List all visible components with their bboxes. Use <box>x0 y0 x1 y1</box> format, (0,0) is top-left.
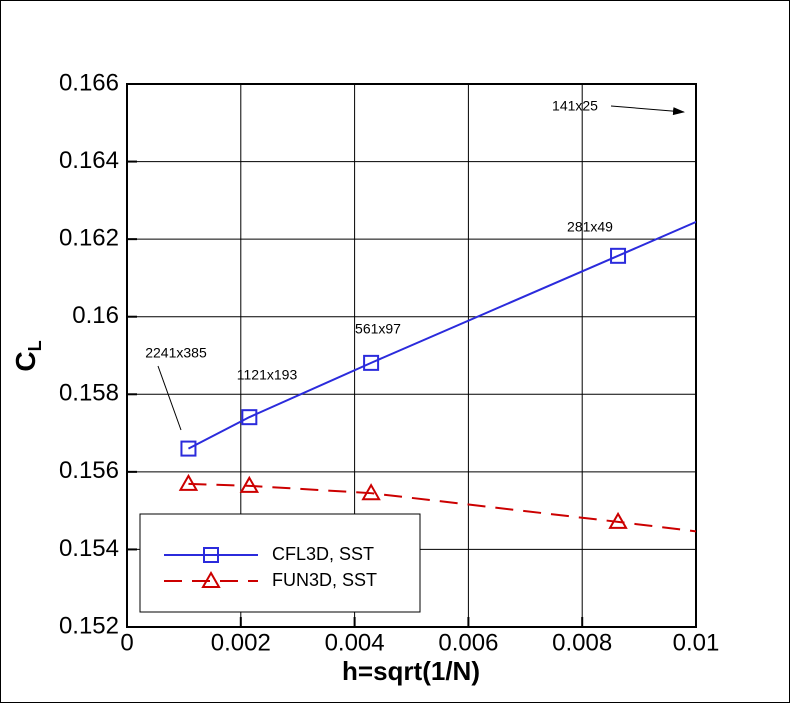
marker <box>361 483 381 501</box>
x-tick-label: 0.004 <box>325 629 385 656</box>
marker <box>178 473 199 491</box>
annotation-arrow <box>610 105 685 116</box>
annotation: 2241x385 <box>145 345 207 361</box>
x-axis-label: h=sqrt(1/N) <box>342 656 480 686</box>
y-tick-label: 0.158 <box>59 380 119 407</box>
y-tick-label: 0.152 <box>59 612 119 639</box>
y-tick-label: 0.166 <box>59 69 119 96</box>
y-tick-label: 0.156 <box>59 457 119 484</box>
x-tick-label: 0.008 <box>552 629 612 656</box>
legend-marker <box>201 570 221 588</box>
marker <box>610 247 627 264</box>
y-tick-label: 0.154 <box>59 535 119 562</box>
series-group <box>178 220 696 533</box>
annotation: 1121x193 <box>237 367 298 383</box>
series-line <box>187 220 696 450</box>
x-tick-label: 0.006 <box>438 629 498 656</box>
x-tick-label: 0 <box>120 629 133 656</box>
plot-border <box>126 83 697 628</box>
legend-label: FUN3D, SST <box>272 570 377 590</box>
y-axis-label: CL <box>10 340 44 371</box>
y-tick-label: 0.162 <box>59 224 119 251</box>
marker <box>363 354 380 371</box>
y-axis-label-main: C <box>10 351 41 371</box>
legend-box <box>139 513 421 613</box>
y-tick-label: 0.16 <box>72 302 119 329</box>
y-axis-label-sub: L <box>25 340 45 351</box>
annotation: 141x25 <box>552 98 598 114</box>
x-tick-label: 0.01 <box>673 629 720 656</box>
y-tick-label: 0.164 <box>59 147 119 174</box>
marker <box>180 440 197 457</box>
legend-label: CFL3D, SST <box>272 544 374 564</box>
annotation: 281x49 <box>567 219 613 235</box>
marker <box>608 511 628 529</box>
legend-marker <box>203 547 219 563</box>
marker <box>241 409 258 426</box>
annotation-leader <box>157 365 182 431</box>
marker <box>239 475 260 493</box>
series-line <box>188 482 696 533</box>
annotation: 561x97 <box>355 321 401 337</box>
x-tick-label: 0.002 <box>211 629 271 656</box>
